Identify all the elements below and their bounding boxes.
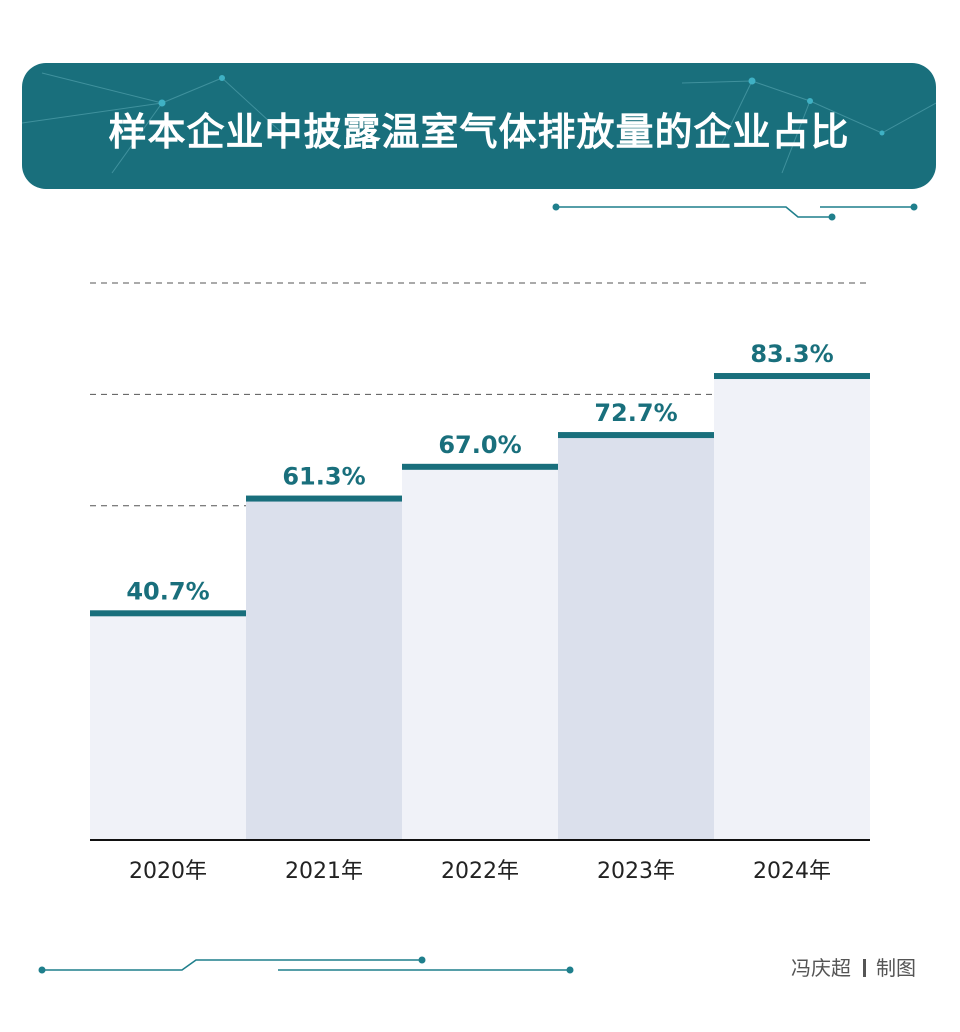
data-label-2021年: 61.3% [282, 463, 365, 491]
bar-cap-2023年 [558, 432, 714, 439]
chart-title: 样本企业中披露温室气体排放量的企业占比 [108, 110, 850, 154]
bar-cap-2021年 [246, 495, 402, 502]
bar-caps [90, 373, 870, 617]
bar-2022年 [402, 466, 558, 840]
banner-network-decoration [22, 72, 936, 174]
x-tick-label-2022年: 2022年 [441, 859, 519, 884]
bar-cap-2020年 [90, 610, 246, 617]
data-labels: 40.7% 61.3% 67.0% 72.7% 83.3% [126, 340, 833, 605]
credit-author: 冯庆超 [791, 956, 851, 980]
data-label-2020年: 40.7% [126, 577, 209, 605]
bar-2021年 [246, 498, 402, 840]
bar-2024年 [714, 376, 870, 840]
credit-separator [863, 959, 866, 977]
bars [90, 376, 870, 840]
title-banner: 样本企业中披露温室气体排放量的企业占比 [22, 63, 936, 189]
credit-suffix: 制图 [876, 956, 916, 980]
bar-cap-2022年 [402, 463, 558, 470]
x-tick-label-2020年: 2020年 [129, 859, 207, 884]
credit: 冯庆超 制图 [791, 952, 916, 981]
data-label-2024年: 83.3% [750, 340, 833, 368]
data-label-2023年: 72.7% [594, 399, 677, 427]
bar-2023年 [558, 435, 714, 840]
data-label-2022年: 67.0% [438, 431, 521, 459]
bar-2020年 [90, 613, 246, 840]
x-tick-label-2024年: 2024年 [753, 859, 831, 884]
bar-cap-2024年 [714, 373, 870, 380]
x-tick-label-2021年: 2021年 [285, 859, 363, 884]
x-tick-labels: 2020年 2021年 2022年 2023年 2024年 [129, 859, 831, 884]
x-tick-label-2023年: 2023年 [597, 859, 675, 884]
